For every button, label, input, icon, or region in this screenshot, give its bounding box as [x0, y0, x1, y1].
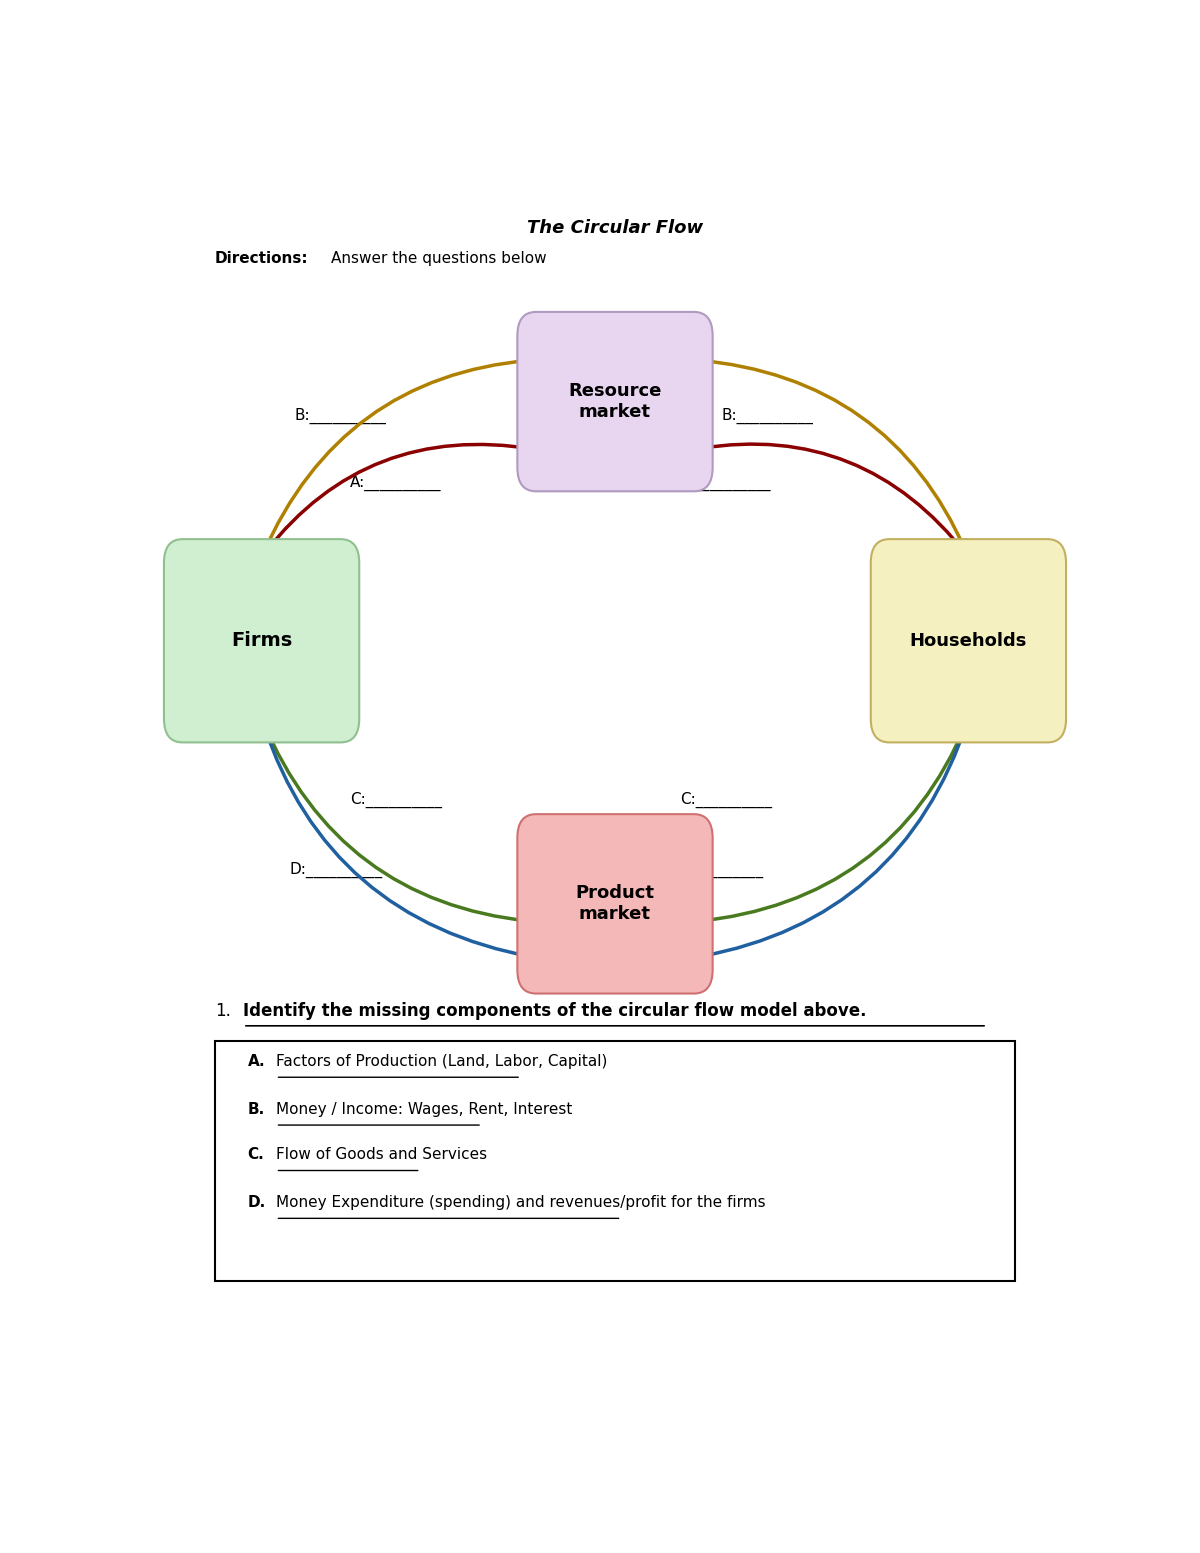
Text: A:__________: A:__________: [680, 475, 772, 491]
Text: D:__________: D:__________: [289, 862, 383, 879]
Text: Identify the missing components of the circular flow model above.: Identify the missing components of the c…: [242, 1003, 866, 1020]
Bar: [215, 1042, 1015, 1281]
Text: 1.: 1.: [215, 1003, 230, 1020]
Text: D.: D.: [247, 1196, 266, 1210]
Text: Households: Households: [910, 632, 1027, 649]
Text: The Circular Flow: The Circular Flow: [527, 219, 703, 238]
FancyBboxPatch shape: [517, 312, 713, 491]
Text: Money / Income: Wages, Rent, Interest: Money / Income: Wages, Rent, Interest: [276, 1103, 572, 1117]
Text: B.: B.: [247, 1103, 265, 1117]
Text: Directions:: Directions:: [215, 250, 308, 266]
Text: Resource
market: Resource market: [569, 382, 661, 421]
FancyBboxPatch shape: [164, 539, 359, 742]
Text: C:__________: C:__________: [680, 792, 772, 808]
Text: Answer the questions below: Answer the questions below: [331, 250, 547, 266]
Text: C:__________: C:__________: [350, 792, 442, 808]
FancyBboxPatch shape: [871, 539, 1066, 742]
Text: Factors of Production (Land, Labor, Capital): Factors of Production (Land, Labor, Capi…: [276, 1054, 607, 1068]
Text: B:__________: B:__________: [722, 408, 814, 424]
Text: Firms: Firms: [230, 631, 293, 651]
FancyBboxPatch shape: [517, 814, 713, 994]
Text: D:__________: D:__________: [671, 862, 764, 879]
Text: Product
market: Product market: [576, 885, 654, 922]
Text: A.: A.: [247, 1054, 265, 1068]
Text: C.: C.: [247, 1148, 264, 1163]
Text: B:__________: B:__________: [294, 408, 386, 424]
Text: Flow of Goods and Services: Flow of Goods and Services: [276, 1148, 487, 1163]
Text: Money Expenditure (spending) and revenues/profit for the firms: Money Expenditure (spending) and revenue…: [276, 1196, 766, 1210]
Text: A:__________: A:__________: [350, 475, 442, 491]
